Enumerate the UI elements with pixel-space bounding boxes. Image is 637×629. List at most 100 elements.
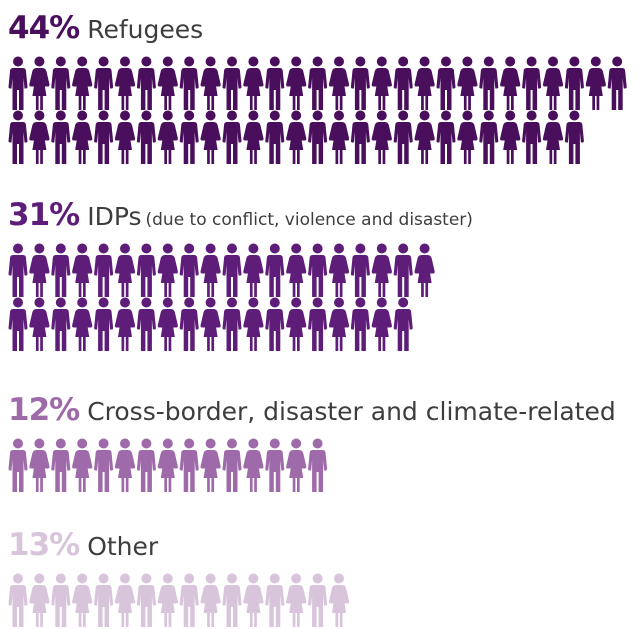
person-icon [136, 438, 156, 492]
person-icon [286, 243, 307, 297]
person-icon [350, 56, 370, 110]
person-icon [179, 243, 199, 297]
person-icon [393, 297, 413, 351]
person-icon [265, 110, 285, 164]
person-icon [29, 438, 50, 492]
person-icon [29, 56, 50, 110]
person-icon [243, 110, 264, 164]
person-icon [72, 297, 93, 351]
figure-grid [8, 243, 437, 353]
figure-grid-svg [8, 438, 328, 492]
person-icon [328, 573, 350, 627]
person-icon [179, 56, 199, 110]
person-icon [72, 243, 93, 297]
person-icon [200, 573, 221, 627]
percent-label: 12% [8, 392, 80, 428]
person-icon [265, 56, 285, 110]
person-icon [157, 438, 178, 492]
category-heading: 12% Cross-border, disaster and climate-re… [8, 392, 616, 432]
person-icon [328, 110, 350, 164]
person-icon [179, 297, 199, 351]
percent-label: 13% [8, 527, 80, 563]
category-label: Refugees [87, 15, 204, 44]
figure-grid-svg [8, 56, 627, 164]
person-icon [94, 438, 114, 492]
figure-grid-svg [8, 573, 350, 627]
person-icon [542, 110, 564, 164]
person-icon [243, 573, 264, 627]
person-icon [393, 243, 413, 297]
figure-grid [8, 56, 630, 166]
person-icon [114, 56, 136, 110]
figure-grid-svg [8, 243, 435, 351]
person-icon [479, 110, 499, 164]
person-icon [286, 438, 307, 492]
person-icon [265, 438, 285, 492]
person-icon [328, 56, 350, 110]
person-icon [393, 56, 413, 110]
person-icon [308, 438, 328, 492]
person-icon [564, 110, 584, 164]
person-icon [114, 297, 136, 351]
person-icon [200, 243, 221, 297]
person-icon [72, 110, 93, 164]
person-icon [157, 297, 178, 351]
person-icon [371, 110, 392, 164]
category-heading: 13% Other [8, 527, 158, 567]
person-icon [94, 110, 114, 164]
person-icon [328, 243, 350, 297]
person-icon [308, 243, 328, 297]
person-icon [200, 56, 221, 110]
person-icon [51, 243, 71, 297]
person-icon [328, 297, 350, 351]
category-label: Other [87, 532, 159, 561]
person-icon [8, 297, 28, 351]
person-icon [436, 110, 456, 164]
person-icon [350, 110, 370, 164]
person-icon [243, 438, 264, 492]
person-icon [393, 110, 413, 164]
person-icon [522, 56, 542, 110]
person-icon [222, 243, 242, 297]
person-icon [72, 56, 93, 110]
person-icon [585, 56, 606, 110]
person-icon [8, 56, 28, 110]
person-icon [414, 56, 435, 110]
person-icon [179, 438, 199, 492]
person-icon [51, 438, 71, 492]
person-icon [8, 110, 28, 164]
person-icon [436, 56, 456, 110]
category-label: Cross-border, disaster and climate-relat… [87, 397, 616, 426]
person-icon [94, 56, 114, 110]
percent-label: 31% [8, 197, 80, 233]
person-icon [51, 297, 71, 351]
person-icon [243, 56, 264, 110]
person-icon [222, 110, 242, 164]
person-icon [157, 56, 178, 110]
person-icon [286, 297, 307, 351]
figure-grid [8, 573, 351, 629]
person-icon [308, 573, 328, 627]
person-icon [8, 243, 28, 297]
person-icon [157, 243, 178, 297]
person-icon [29, 243, 50, 297]
person-icon [500, 110, 521, 164]
person-icon [564, 56, 584, 110]
person-icon [350, 243, 370, 297]
person-icon [371, 297, 392, 351]
person-icon [114, 573, 136, 627]
person-icon [179, 110, 199, 164]
person-icon [265, 573, 285, 627]
person-icon [243, 297, 264, 351]
person-icon [286, 56, 307, 110]
person-icon [114, 438, 136, 492]
person-icon [371, 56, 392, 110]
person-icon [8, 438, 28, 492]
person-icon [286, 573, 307, 627]
person-icon [222, 297, 242, 351]
category-label: IDPs [87, 202, 142, 231]
person-icon [136, 297, 156, 351]
person-icon [136, 110, 156, 164]
person-icon [222, 56, 242, 110]
person-icon [350, 297, 370, 351]
